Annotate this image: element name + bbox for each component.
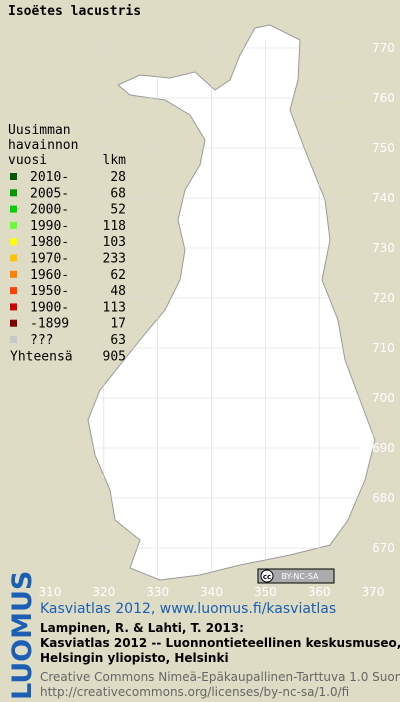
legend-count: 63 <box>110 333 126 348</box>
legend-label: -1899 <box>30 317 69 332</box>
north-label: 770 <box>372 41 395 55</box>
legend-label: 1980- <box>30 235 69 250</box>
legend-label: 1970- <box>30 252 69 267</box>
legend-count: 28 <box>110 170 126 185</box>
finland-outline <box>87 24 376 581</box>
legend-header: Uusimman <box>8 123 71 138</box>
legend-label: 1950- <box>30 284 69 299</box>
legend-count: 52 <box>110 203 126 218</box>
legend-swatch <box>10 254 17 262</box>
legend-label: 1990- <box>30 219 69 234</box>
legend-count: 103 <box>103 235 126 250</box>
legend-label: 1900- <box>30 300 69 315</box>
legend-swatch <box>10 238 17 246</box>
legend-count: 113 <box>103 300 126 315</box>
legend-header: havainnon <box>8 138 78 153</box>
east-label: 370 <box>362 585 385 599</box>
luomus-logo: LUOMUS <box>7 571 38 700</box>
legend-count: 17 <box>110 317 126 332</box>
east-label: 360 <box>308 585 331 599</box>
badge-cc: cc <box>263 573 271 581</box>
legend-total-label: Yhteensä <box>10 349 73 364</box>
legend-swatch <box>10 205 17 213</box>
north-label: 690 <box>372 441 395 455</box>
credits-link[interactable]: Kasviatlas 2012, www.luomus.fi/kasviatla… <box>40 601 336 617</box>
legend-header: vuosi <box>8 153 47 168</box>
legend-swatch <box>10 189 17 197</box>
legend-count: 68 <box>110 186 126 201</box>
license-line[interactable]: http://creativecommons.org/licenses/by-n… <box>40 685 349 699</box>
north-label: 710 <box>372 341 395 355</box>
legend-swatch <box>10 319 17 327</box>
north-label: 720 <box>372 291 395 305</box>
badge-circle <box>260 569 274 583</box>
north-label: 680 <box>372 491 395 505</box>
cc-badge: cc BY-NC-SA <box>257 568 335 584</box>
east-label: 330 <box>146 585 169 599</box>
legend-label: 2005- <box>30 186 69 201</box>
legend-label: ??? <box>30 333 53 348</box>
map-title: Isoëtes lacustris <box>8 4 141 19</box>
grid: 770 760 750 740 730 720 710 700 690 680 670 310 320 3… <box>39 40 395 599</box>
legend-label: 2010- <box>30 170 69 185</box>
legend-swatch <box>10 221 17 229</box>
legend-count: 62 <box>110 268 126 283</box>
legend-label: 2000- <box>30 203 69 218</box>
citation-line: Kasviatlas 2012 -- Luonnontieteellinen k… <box>40 636 400 650</box>
legend-swatch <box>10 287 17 295</box>
legend-count: 48 <box>110 284 126 299</box>
north-label: 700 <box>372 391 395 405</box>
license-line: Creative Commons Nimeä-Epäkaupallinen-Ta… <box>40 670 400 684</box>
citation-line: Helsingin yliopisto, Helsinki <box>40 651 229 665</box>
east-label: 340 <box>200 585 223 599</box>
legend-swatch <box>10 270 17 278</box>
legend-count: 233 <box>103 252 126 267</box>
east-label: 310 <box>39 585 62 599</box>
north-label: 670 <box>372 541 395 555</box>
badge-license: BY-NC-SA <box>281 572 319 581</box>
north-label: 740 <box>372 191 395 205</box>
north-label: 750 <box>372 141 395 155</box>
legend-total: 905 <box>103 349 126 364</box>
legend-label: 1960- <box>30 268 69 283</box>
legend-swatch <box>10 173 17 180</box>
north-label: 730 <box>372 241 395 255</box>
east-label: 350 <box>254 585 277 599</box>
legend-count-header: lkm <box>103 153 127 168</box>
citation-line: Lampinen, R. & Lahti, T. 2013: <box>40 621 244 635</box>
east-label: 320 <box>92 585 115 599</box>
legend-count: 118 <box>103 219 126 234</box>
legend-swatch <box>10 303 17 311</box>
north-label: 760 <box>372 91 395 105</box>
badge-box <box>257 568 335 584</box>
legend-swatch <box>10 336 17 343</box>
